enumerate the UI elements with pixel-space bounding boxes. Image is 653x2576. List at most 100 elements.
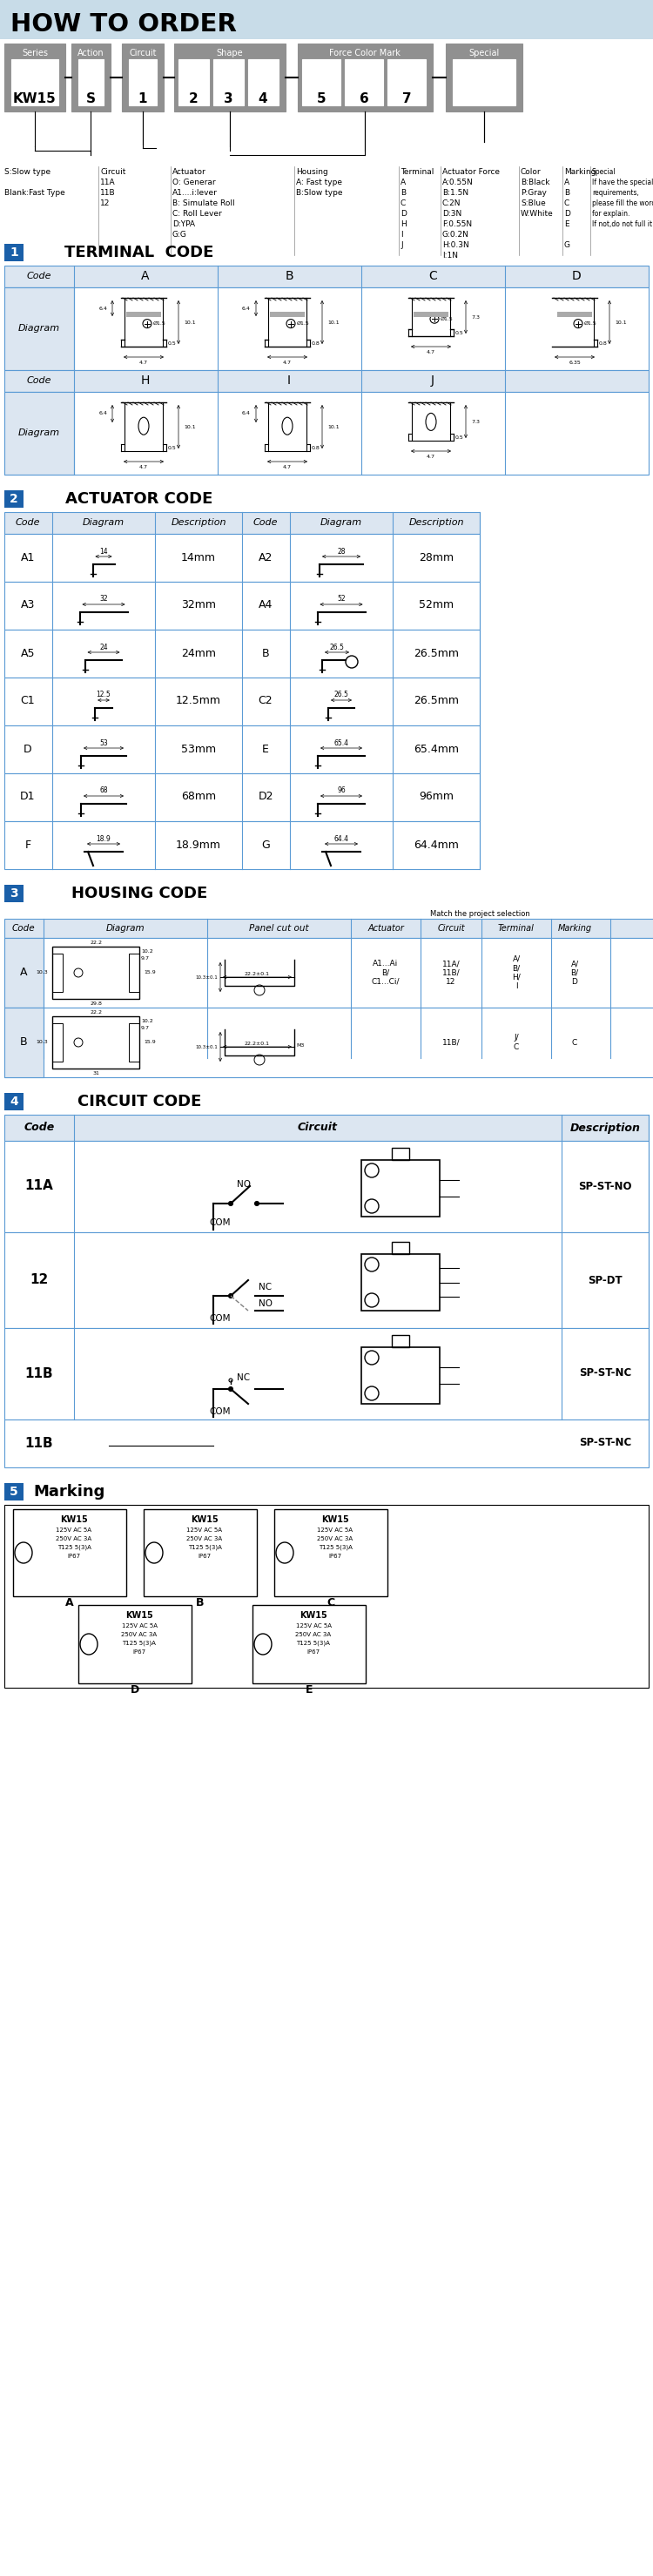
Bar [248,59,279,106]
Bar [122,44,164,111]
Text: H: H [141,374,150,386]
Text: Diagram: Diagram [18,325,60,332]
Bar [446,44,522,111]
Text: Code: Code [24,1123,54,1133]
Text: ACTUATOR CODE: ACTUATOR CODE [65,492,213,507]
Text: 9.7: 9.7 [141,1025,150,1030]
Text: Special: Special [592,167,616,175]
Bar [5,822,480,868]
Text: Marking: Marking [564,167,596,175]
Text: Description: Description [570,1123,641,1133]
Text: 250V AC 3A: 250V AC 3A [187,1535,223,1540]
Bar [78,59,104,106]
Text: 24mm: 24mm [181,647,216,659]
Text: 26.5mm: 26.5mm [413,647,459,659]
Text: S: S [86,93,95,106]
Text: Shape: Shape [217,49,243,57]
Text: SP-ST-NC: SP-ST-NC [579,1368,631,1378]
Text: C: C [428,270,437,283]
Text: 125V AC 5A: 125V AC 5A [56,1528,92,1533]
Text: A3: A3 [21,600,35,611]
Bar [5,289,74,371]
Text: IP67: IP67 [328,1553,342,1558]
Text: D: D [572,270,581,283]
Text: Series: Series [22,49,48,57]
Text: 26.5: 26.5 [334,690,349,698]
Text: NO: NO [259,1298,272,1309]
Text: O: Generar: O: Generar [172,178,215,185]
Text: A: A [141,270,150,283]
Text: 53: 53 [99,739,108,747]
Text: Blank:Fast Type: Blank:Fast Type [5,188,65,196]
Text: 24: 24 [99,644,108,652]
Text: Panel cut out: Panel cut out [249,925,308,933]
Text: A5: A5 [21,647,35,659]
Bar [5,629,480,677]
Bar [5,920,653,938]
Text: Special: Special [469,49,500,57]
Text: C2: C2 [259,696,273,706]
Bar [5,289,648,371]
Text: HOUSING CODE: HOUSING CODE [71,886,208,902]
Text: 3: 3 [223,93,232,106]
Text: Diagram: Diagram [18,428,60,438]
Bar [5,1141,648,1231]
Text: B:1.5N: B:1.5N [442,188,469,196]
Text: A: A [564,178,569,185]
Text: A1...Ai
B/
C1...Ci/: A1...Ai B/ C1...Ci/ [372,961,400,987]
Text: T125 5(3)A: T125 5(3)A [57,1546,91,1551]
Text: COM: COM [210,1218,231,1226]
Text: IP67: IP67 [133,1649,146,1654]
Bar [5,1419,648,1468]
Text: C: C [564,198,569,206]
Text: KW15: KW15 [125,1610,153,1620]
Text: Actuator Force: Actuator Force [442,167,500,175]
Text: 11A: 11A [100,178,116,185]
Text: Marking: Marking [558,925,592,933]
Text: 15.9: 15.9 [144,1041,155,1046]
Text: 26.5: 26.5 [330,644,344,652]
Bar [557,312,592,317]
Text: 250V AC 3A: 250V AC 3A [121,1633,157,1638]
Text: A/
B/
D: A/ B/ D [571,961,579,987]
Text: 11B: 11B [25,1368,54,1381]
Bar [392,1334,409,1347]
Text: NC: NC [237,1373,250,1383]
Text: G: G [564,242,570,250]
Text: 31: 31 [92,1072,99,1074]
Text: Description: Description [171,518,226,528]
Text: SP-ST-NO: SP-ST-NO [579,1180,632,1193]
Text: B: B [196,1597,204,1610]
Text: 18.9: 18.9 [97,835,111,842]
Bar [361,1159,439,1216]
Text: KW15: KW15 [321,1515,349,1525]
Text: 4: 4 [10,1095,18,1108]
Bar [5,1092,24,1110]
Text: 10.3: 10.3 [36,971,48,974]
Bar [392,1149,409,1159]
Text: 6.4: 6.4 [242,307,251,312]
Bar [126,312,161,317]
Text: B: B [262,647,269,659]
Text: COM: COM [210,1406,231,1417]
Text: 125V AC 5A: 125V AC 5A [121,1623,157,1628]
Text: 10.3±0.1: 10.3±0.1 [195,974,217,979]
Text: Circuit: Circuit [298,1123,338,1133]
Text: 10.2: 10.2 [141,1018,153,1023]
Text: Color: Color [520,167,541,175]
Bar [178,59,209,106]
Bar [5,1329,648,1419]
Text: 4.7: 4.7 [283,464,292,469]
Text: Code: Code [27,376,52,384]
Text: 29.8: 29.8 [89,1002,102,1005]
Text: 125V AC 5A: 125V AC 5A [187,1528,223,1533]
Text: A: A [400,178,406,185]
Text: 2: 2 [10,492,18,505]
Text: 11B: 11B [100,188,116,196]
Bar [71,44,110,111]
Bar [5,726,480,773]
Text: T125 5(3)A: T125 5(3)A [318,1546,352,1551]
Bar [5,677,480,726]
Bar [5,1484,24,1499]
Text: Code: Code [16,518,40,528]
